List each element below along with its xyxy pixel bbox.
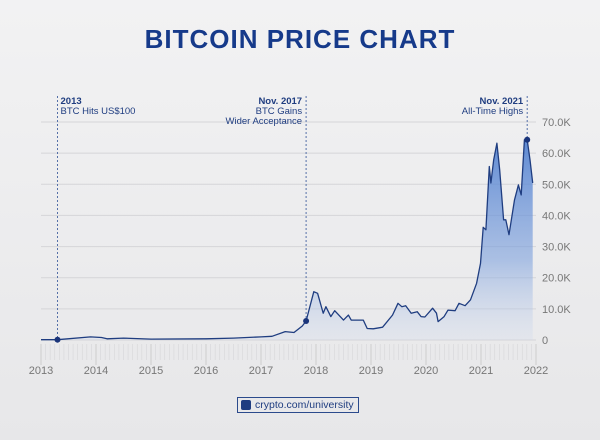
y-tick-label: 70.0K [542,117,571,129]
x-tick-label: 2022 [524,365,548,377]
chart-title: BITCOIN PRICE CHART [144,24,456,54]
annotation-text: BTC Gains [256,106,303,117]
footer-link[interactable]: crypto.com/university [237,397,359,413]
y-tick-label: 50.0K [542,179,571,191]
x-tick-label: 2015 [139,365,163,377]
x-tick-label: 2018 [304,365,328,377]
annotation-text: BTC Hits US$100 [61,106,136,117]
annotation-title: Nov. 2021 [480,96,524,107]
y-tick-label: 20.0K [542,273,571,285]
y-tick-label: 30.0K [542,242,571,254]
annotation-title: 2013 [61,96,82,107]
y-tick-label: 60.0K [542,148,571,160]
annotation-text: Wider Acceptance [226,116,303,127]
annotation-marker [524,136,531,143]
x-tick-label: 2016 [194,365,218,377]
annotation-text: All-Time Highs [462,106,524,117]
crypto-com-logo-icon [241,400,251,410]
price-line [41,139,534,341]
y-tick-label: 0 [542,335,548,347]
x-tick-label: 2014 [84,365,108,377]
x-tick-label: 2017 [249,365,273,377]
y-tick-label: 40.0K [542,210,571,222]
annotation-marker [54,336,61,343]
footer-label: crypto.com/university [255,399,354,411]
annotation-marker [303,318,310,325]
x-tick-label: 2021 [469,365,493,377]
y-tick-label: 10.0K [542,304,571,316]
x-tick-label: 2020 [414,365,438,377]
x-tick-label: 2013 [29,365,53,377]
price-area-fill [41,139,533,340]
x-tick-label: 2019 [359,365,383,377]
annotation-title: Nov. 2017 [258,96,302,107]
